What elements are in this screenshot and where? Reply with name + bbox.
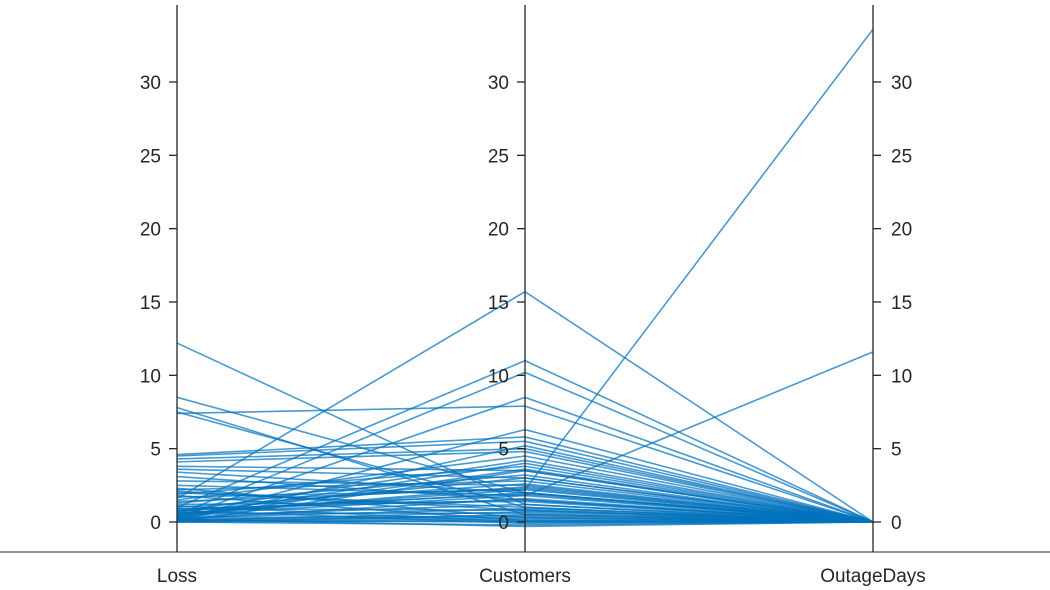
axis-label: Customers bbox=[479, 566, 571, 587]
y-tick-label: 0 bbox=[150, 513, 161, 534]
y-tick-label: 10 bbox=[140, 366, 161, 387]
y-tick-label: 25 bbox=[140, 146, 161, 167]
y-tick-label: 0 bbox=[891, 513, 902, 534]
axis-label: Loss bbox=[157, 566, 197, 587]
y-tick-label: 25 bbox=[891, 146, 912, 167]
y-tick-label: 25 bbox=[488, 146, 509, 167]
axes: 0 5 10 15 20 25 30 Loss 0 5 10 15 20 25 30 Customers 0 5 1… bbox=[0, 5, 1050, 587]
y-tick-label: 30 bbox=[891, 73, 912, 94]
y-tick-label: 20 bbox=[891, 220, 912, 241]
y-tick-label: 20 bbox=[140, 220, 161, 241]
y-tick-label: 30 bbox=[488, 73, 509, 94]
y-tick-label: 5 bbox=[150, 440, 161, 461]
y-tick-label: 10 bbox=[891, 366, 912, 387]
axis-label: OutageDays bbox=[820, 566, 926, 587]
y-tick-label: 5 bbox=[498, 440, 509, 461]
y-tick-label: 15 bbox=[488, 293, 509, 314]
y-tick-label: 15 bbox=[140, 293, 161, 314]
y-tick-label: 10 bbox=[488, 366, 509, 387]
y-tick-label: 0 bbox=[498, 513, 509, 534]
y-tick-label: 15 bbox=[891, 293, 912, 314]
y-tick-label: 30 bbox=[140, 73, 161, 94]
y-tick-label: 20 bbox=[488, 220, 509, 241]
y-tick-label: 5 bbox=[891, 440, 902, 461]
